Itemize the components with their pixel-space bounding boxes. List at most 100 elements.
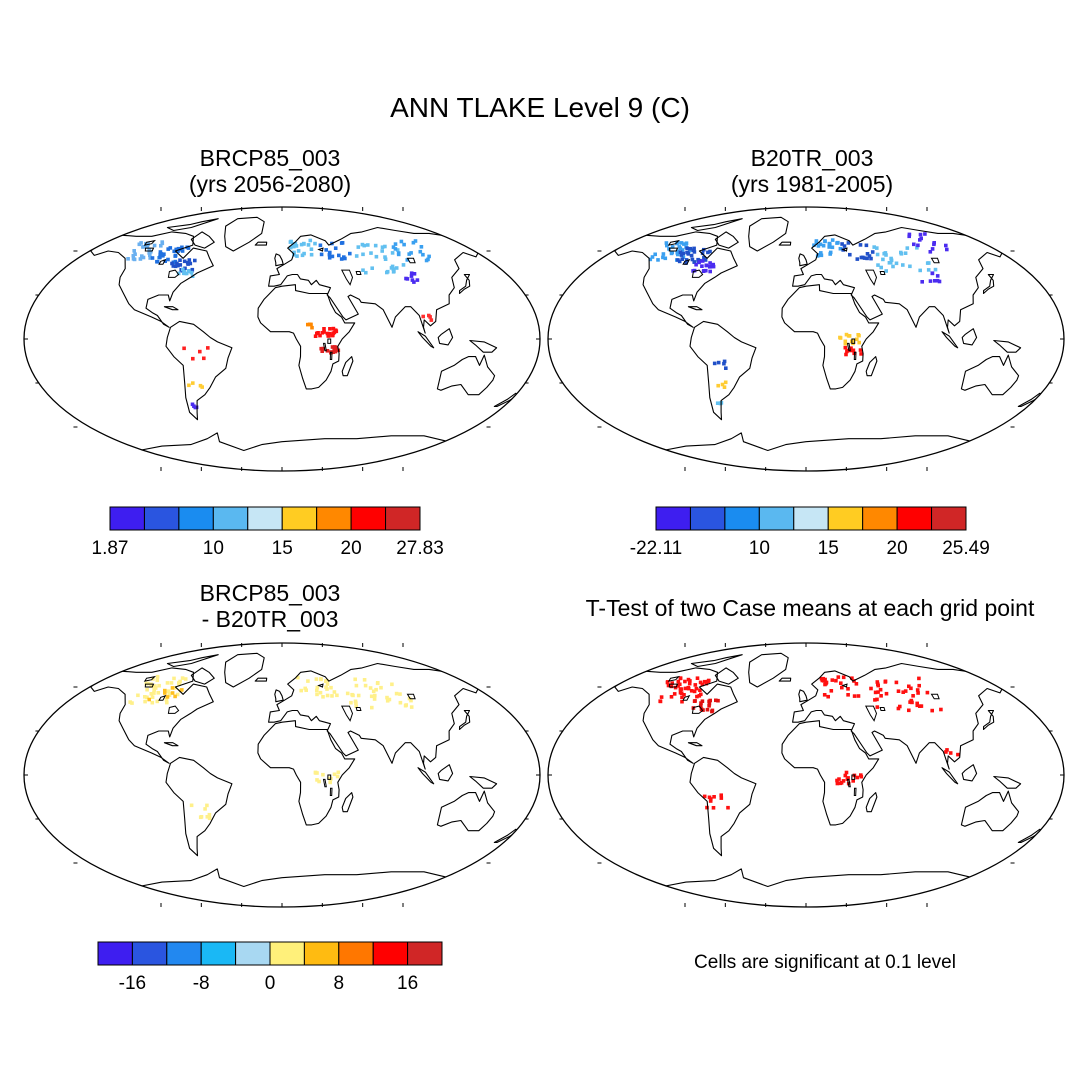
map-frame: [23, 206, 541, 472]
colorbar-swatch: [407, 941, 443, 966]
data-cell: [335, 774, 340, 779]
data-cell: [326, 334, 330, 338]
coastline-australia: [960, 790, 1020, 832]
data-cell: [403, 703, 408, 708]
data-cell: [909, 686, 913, 691]
data-cell: [679, 687, 684, 691]
data-cell: [855, 775, 860, 780]
data-cell: [314, 677, 319, 681]
data-cell: [875, 252, 880, 257]
lake-outline: [667, 239, 681, 246]
data-cell: [421, 252, 425, 257]
data-cell: [354, 254, 359, 258]
data-cell: [669, 695, 674, 699]
data-cell: [678, 246, 683, 251]
data-cell: [315, 685, 320, 690]
data-cell: [945, 748, 949, 752]
coastline-borneo: [961, 764, 978, 782]
data-cell: [390, 251, 395, 255]
data-cell: [319, 346, 323, 351]
data-cell: [331, 350, 336, 354]
data-cell: [846, 241, 851, 245]
coastline-cuba: [163, 306, 179, 311]
data-cell: [715, 401, 720, 405]
data-cell: [700, 259, 705, 263]
data-cell: [329, 685, 333, 690]
coastline-iceland: [778, 677, 792, 682]
data-cell: [173, 264, 178, 269]
data-cell: [698, 688, 702, 692]
data-cell: [318, 333, 322, 338]
data-cell: [685, 250, 690, 255]
data-cell: [925, 690, 930, 695]
data-cell: [152, 691, 156, 695]
data-cell: [133, 252, 137, 256]
coastline-britain: [274, 689, 284, 703]
data-cell: [692, 250, 697, 254]
data-cell: [411, 240, 416, 245]
data-cell: [198, 349, 202, 354]
data-cell: [317, 779, 321, 784]
data-cell: [930, 708, 934, 713]
data-cell: [933, 267, 938, 272]
colorbar-swatch: [372, 941, 409, 966]
data-cell: [676, 679, 681, 684]
data-cell: [726, 805, 730, 810]
data-cell: [875, 705, 880, 709]
data-cell: [412, 272, 417, 276]
data-cell: [830, 678, 835, 682]
colorbar-label: 10: [749, 538, 770, 559]
colorbar-label: -22.11: [630, 538, 682, 559]
data-cell: [182, 259, 187, 264]
data-cell: [910, 700, 914, 705]
data-cell: [178, 263, 183, 267]
data-cell: [325, 331, 330, 336]
data-cell: [691, 269, 695, 273]
data-cell: [698, 680, 703, 685]
data-cell: [719, 793, 723, 797]
data-cell: [342, 255, 346, 259]
data-cell: [666, 683, 671, 688]
data-cell: [843, 341, 848, 346]
data-cell: [888, 260, 893, 265]
data-cell: [699, 701, 703, 705]
data-cell: [826, 694, 830, 699]
data-cell: [171, 264, 176, 268]
data-cell: [836, 240, 840, 245]
data-cell: [207, 816, 212, 821]
data-cell: [823, 239, 827, 244]
data-cell: [869, 686, 873, 691]
data-cell: [183, 266, 187, 271]
data-cell: [944, 750, 948, 754]
data-cell: [143, 695, 147, 699]
data-cell: [327, 252, 332, 257]
data-cell: [901, 263, 905, 267]
coastline-newguinea: [993, 339, 1022, 353]
data-cell: [679, 241, 684, 245]
data-cell: [418, 249, 423, 254]
coastline-namerica: [614, 667, 738, 764]
data-cell: [429, 318, 434, 322]
data-cell: [661, 252, 666, 256]
data-cell: [824, 680, 829, 685]
data-cell: [334, 329, 339, 334]
data-cell: [372, 697, 377, 701]
data-cell: [722, 385, 727, 389]
data-cell: [708, 799, 713, 803]
data-cell: [136, 693, 140, 698]
coastline-cuba: [687, 306, 703, 311]
coastline-sumatra: [941, 767, 959, 785]
coastline-borneo: [437, 764, 454, 782]
colorbar-swatch: [724, 506, 760, 531]
data-cell: [155, 674, 160, 679]
data-cell: [695, 676, 700, 680]
data-cell: [846, 693, 850, 697]
data-cell: [948, 751, 953, 755]
data-cell: [302, 251, 306, 256]
lake-outline: [322, 778, 327, 788]
data-cell: [348, 251, 352, 256]
coastline-sumatra: [417, 767, 435, 785]
data-cell: [664, 241, 669, 245]
data-cell: [324, 248, 328, 252]
data-cell: [141, 255, 146, 260]
